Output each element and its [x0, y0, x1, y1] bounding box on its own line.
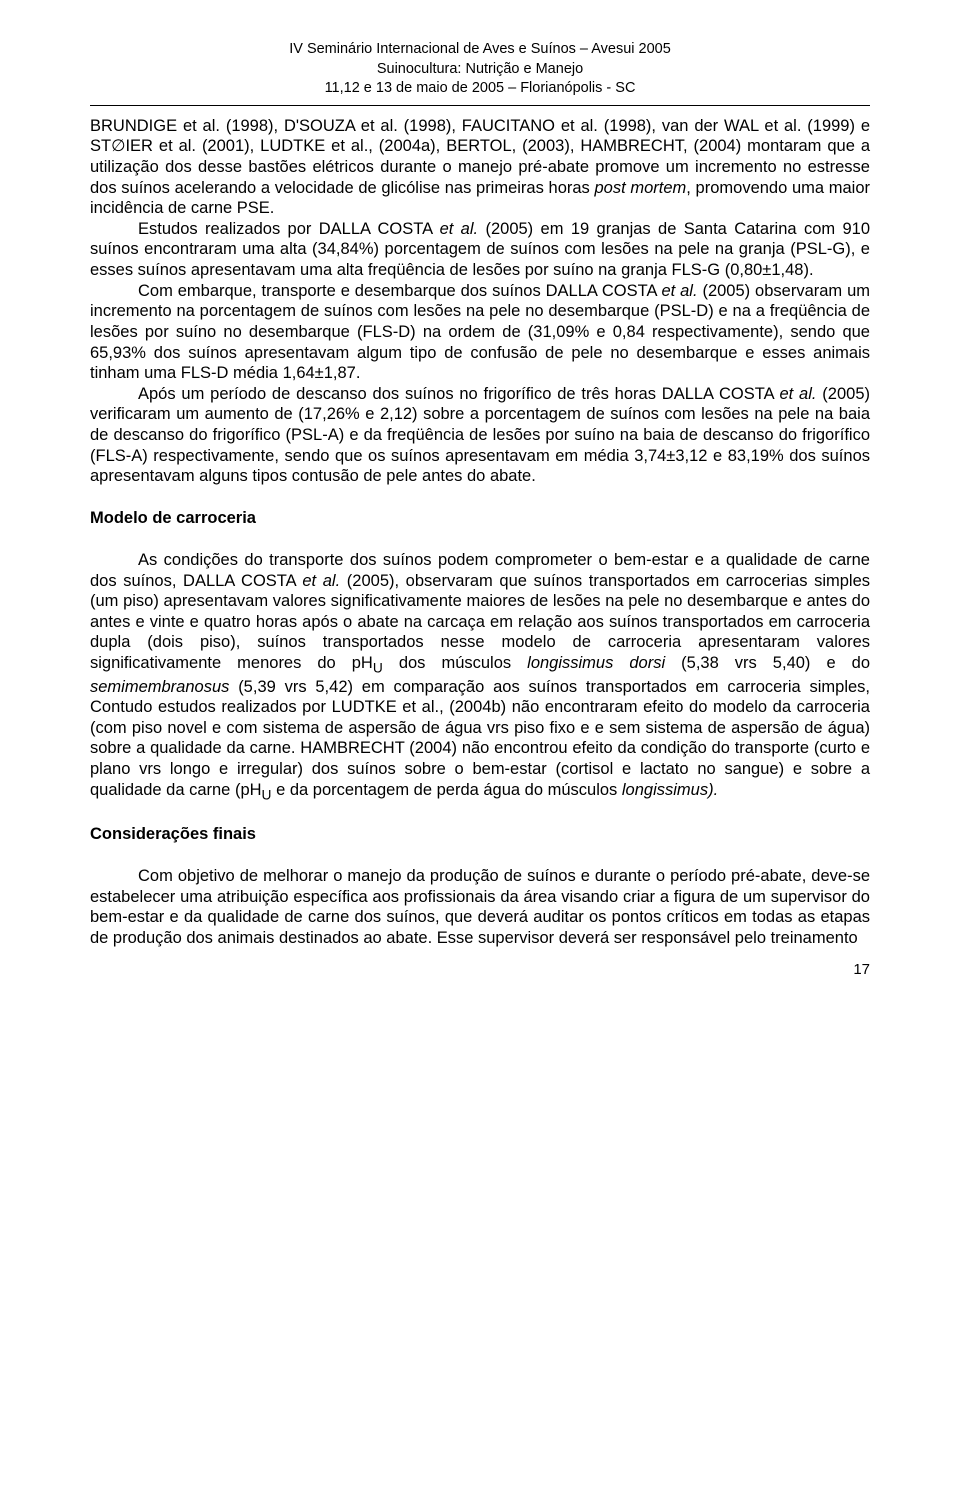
p2-italic: et al. [440, 220, 479, 238]
p5-text-e: dos músculos [383, 654, 527, 672]
section-title-consideracoes: Considerações finais [90, 825, 870, 844]
paragraph-5: As condições do transporte dos suínos po… [90, 550, 870, 803]
p5-text-k: e da porcentagem de perda água do múscul… [271, 781, 621, 799]
p5-italic-1: et al. [302, 572, 340, 590]
body-section-2: As condições do transporte dos suínos po… [90, 550, 870, 803]
header-line-2: Suinocultura: Nutrição e Manejo [90, 60, 870, 80]
p1-italic: post mortem [595, 179, 687, 197]
section-title-modelo: Modelo de carroceria [90, 509, 870, 528]
body-section-1: BRUNDIGE et al. (1998), D'SOUZA et al. (… [90, 116, 870, 487]
document-page: IV Seminário Internacional de Aves e Suí… [0, 0, 960, 1028]
p5-italic-3: semimembranosus [90, 678, 229, 696]
page-number: 17 [90, 961, 870, 978]
document-header: IV Seminário Internacional de Aves e Suí… [90, 40, 870, 99]
p5-sub-2: U [262, 787, 272, 802]
p4-italic: et al. [779, 385, 816, 403]
header-line-3: 11,12 e 13 de maio de 2005 – Florianópol… [90, 79, 870, 99]
p5-sub-1: U [373, 660, 383, 675]
p3-text-a: Com embarque, transporte e desembarque d… [138, 282, 661, 300]
body-section-3: Com objetivo de melhorar o manejo da pro… [90, 866, 870, 949]
p4-text-a: Após um período de descanso dos suínos n… [138, 385, 779, 403]
paragraph-1: BRUNDIGE et al. (1998), D'SOUZA et al. (… [90, 116, 870, 219]
header-divider [90, 105, 870, 106]
p3-italic: et al. [661, 282, 697, 300]
paragraph-2: Estudos realizados por DALLA COSTA et al… [90, 219, 870, 281]
paragraph-3: Com embarque, transporte e desembarque d… [90, 281, 870, 384]
p5-italic-4: longissimus). [622, 781, 718, 799]
p5-italic-2: longissimus dorsi [527, 654, 665, 672]
paragraph-6: Com objetivo de melhorar o manejo da pro… [90, 866, 870, 949]
header-line-1: IV Seminário Internacional de Aves e Suí… [90, 40, 870, 60]
paragraph-4: Após um período de descanso dos suínos n… [90, 384, 870, 487]
p2-text-a: Estudos realizados por DALLA COSTA [138, 220, 440, 238]
p5-text-g: (5,38 vrs 5,40) e do [665, 654, 870, 672]
